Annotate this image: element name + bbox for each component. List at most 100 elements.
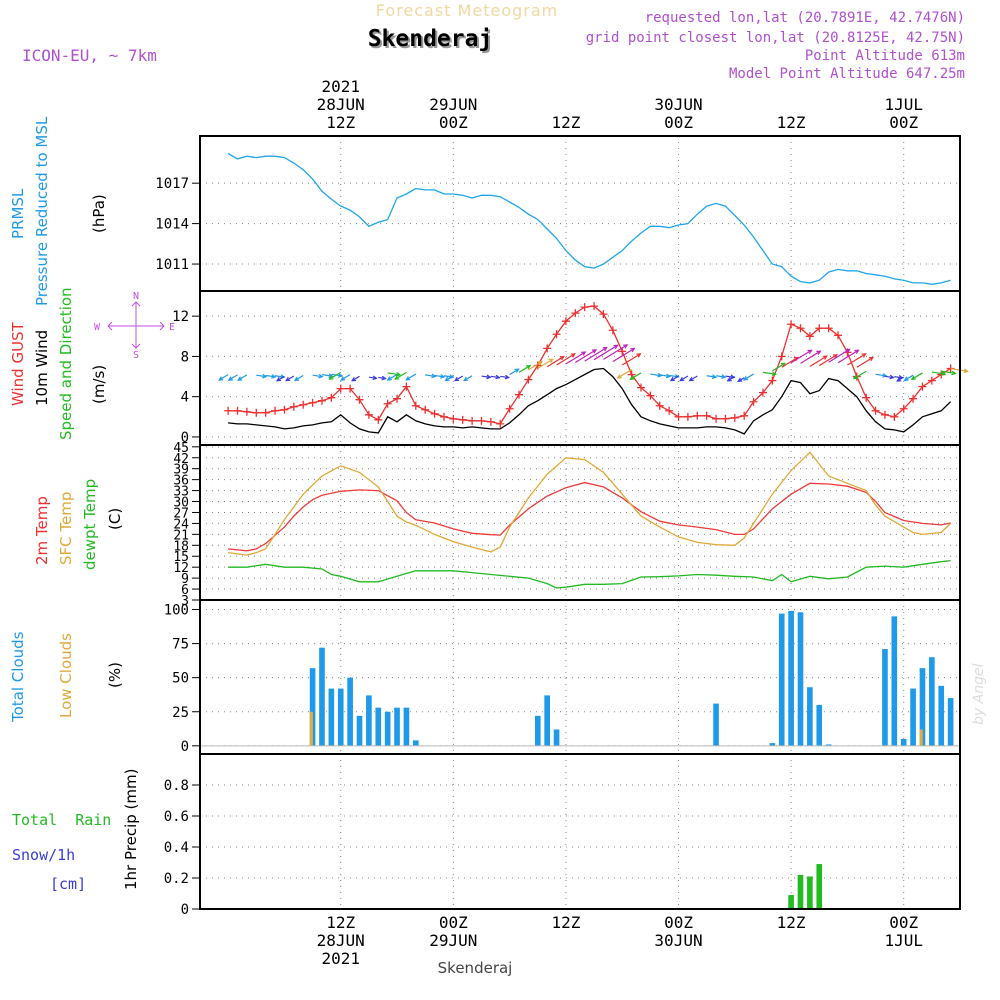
wind-arrow	[228, 374, 238, 381]
footer-station: Skenderaj	[438, 959, 513, 977]
compass-south: S	[133, 350, 139, 361]
gust-marker	[561, 317, 570, 326]
time-axis-label: 30JUN	[654, 95, 702, 114]
wind-arrowhead	[271, 374, 277, 379]
wind-arrowhead	[854, 349, 860, 355]
gust-marker	[233, 406, 242, 415]
gust-marker	[242, 407, 251, 416]
time-axis-label: 2021	[321, 77, 360, 96]
temp-unit: (C)	[106, 508, 124, 530]
wind-arrowhead	[262, 373, 268, 379]
gust-marker	[599, 310, 608, 319]
wind-arrowhead	[338, 373, 344, 378]
gust-marker	[543, 344, 552, 353]
panel-frame	[199, 290, 961, 446]
wind-unit: (m/s)	[90, 365, 108, 404]
total-clouds-bar	[938, 685, 945, 746]
wind-arrowhead	[293, 376, 300, 382]
gust-marker	[683, 412, 692, 421]
y-tick-label: 18	[173, 539, 189, 554]
time-axis-label: 12Z	[777, 113, 806, 132]
gust-marker	[655, 401, 664, 410]
y-tick-label: 42	[173, 452, 189, 467]
wind-arrow	[603, 344, 628, 360]
wind-arrowhead	[688, 376, 694, 382]
total-clouds-bar	[375, 707, 382, 746]
wind-arrowhead	[537, 360, 544, 366]
wind-arrow	[518, 365, 531, 373]
wind-gust-line	[228, 305, 951, 425]
wind-arrowhead	[679, 376, 685, 382]
wind-arrow	[387, 373, 398, 381]
wind-arrow	[630, 372, 642, 380]
gust-marker	[618, 347, 627, 356]
wind-arrow	[670, 375, 679, 382]
wind-arrow	[394, 371, 407, 380]
total-clouds-bar	[807, 687, 813, 746]
gust-marker	[299, 400, 308, 409]
gust-marker	[824, 324, 833, 333]
gust-marker	[224, 406, 233, 415]
wind-arrowhead	[285, 376, 291, 382]
wind-arrowhead	[328, 375, 334, 380]
total-clouds-bar	[384, 711, 391, 746]
time-axis-label: 30JUN	[654, 931, 702, 950]
y-tick-label: 0.8	[164, 778, 189, 794]
10m-wind-line	[228, 367, 952, 435]
wind-arrowhead	[514, 368, 520, 373]
gust-marker	[280, 405, 289, 414]
gust-marker	[646, 391, 655, 400]
gust-marker	[880, 410, 889, 419]
total-clouds-bar	[394, 707, 400, 746]
panel-4: 0 0.2 0.4 0.6 0.8	[164, 753, 961, 918]
model-altitude: Model Point Altitude 647.25m	[729, 66, 965, 82]
gust-marker	[758, 388, 767, 397]
model-label: ICON-EU, ~ 7km	[22, 46, 157, 65]
wind-arrow	[593, 344, 618, 361]
panel-0: 1011 1014 1017	[155, 135, 961, 292]
wind-arrow	[509, 368, 519, 376]
total-clouds-bar	[328, 688, 335, 746]
wind-arrow	[405, 373, 417, 381]
wind-label: 10m Wind	[33, 330, 51, 406]
wind-arrow	[612, 347, 635, 363]
y-tick-label: 1014	[155, 217, 189, 233]
prmsl-line	[227, 152, 951, 285]
compass-rose: N W E S	[94, 291, 175, 361]
gust-marker	[909, 394, 918, 403]
wind-arrow	[894, 376, 903, 379]
wind-arrow	[329, 371, 342, 380]
wind-arrow	[931, 371, 946, 375]
wind-arrow	[294, 374, 304, 381]
wind-arrow	[650, 373, 662, 377]
wind-arrow	[941, 370, 956, 374]
total-clouds-bar	[319, 647, 325, 746]
y-tick-label: 30	[173, 496, 189, 511]
wind-arrowhead	[591, 349, 598, 354]
time-axis-label: 29JUN	[429, 931, 477, 950]
total-clouds-bar	[910, 688, 916, 746]
gust-marker	[346, 384, 355, 393]
y-tick-label: 45	[173, 441, 189, 456]
gust-marker	[571, 309, 580, 318]
wind-arrowhead	[721, 374, 727, 379]
total-clouds-bar	[882, 649, 888, 746]
wind-arrow	[818, 354, 838, 367]
total-clouds-bar	[778, 613, 785, 746]
panel-frame	[199, 753, 961, 910]
wind-arrow	[237, 374, 248, 381]
wind-arrowhead	[816, 350, 822, 355]
wind-arrow	[856, 356, 874, 368]
wind-arrow	[463, 375, 473, 382]
wind-arrow	[715, 375, 726, 378]
wind-arrow	[659, 374, 670, 378]
time-axis-label: 00Z	[664, 913, 693, 932]
dewpt-temp-line	[228, 559, 951, 589]
gust-marker	[730, 413, 739, 422]
wind-arrowhead	[630, 347, 636, 353]
wind-arrow	[743, 373, 754, 381]
total-clouds-bar	[356, 715, 363, 746]
